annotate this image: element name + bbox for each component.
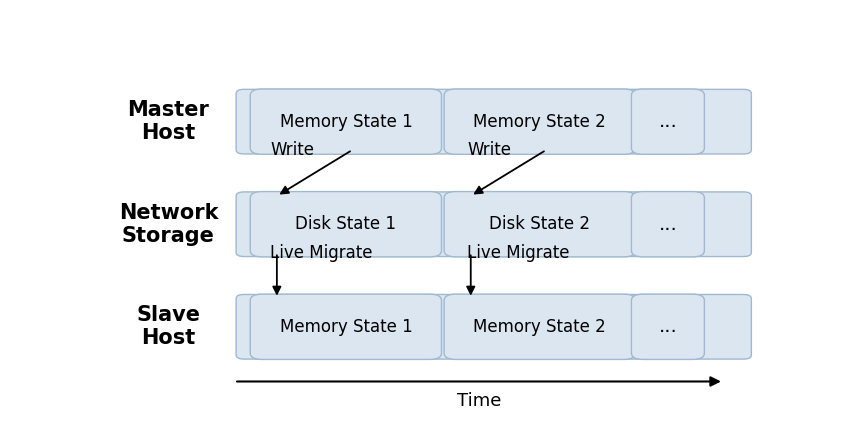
- Text: ...: ...: [659, 112, 678, 131]
- Text: ...: ...: [659, 317, 678, 336]
- FancyBboxPatch shape: [444, 191, 635, 257]
- Text: Live Migrate: Live Migrate: [271, 244, 373, 262]
- Text: Memory State 2: Memory State 2: [473, 113, 606, 131]
- FancyBboxPatch shape: [250, 294, 442, 360]
- Text: Disk State 1: Disk State 1: [295, 215, 396, 233]
- FancyBboxPatch shape: [444, 294, 635, 360]
- Text: Write: Write: [467, 141, 511, 159]
- FancyBboxPatch shape: [236, 89, 751, 154]
- FancyBboxPatch shape: [236, 192, 751, 257]
- Text: Master
Host: Master Host: [127, 100, 209, 143]
- FancyBboxPatch shape: [632, 294, 705, 360]
- Text: Memory State 1: Memory State 1: [280, 318, 412, 336]
- Text: Live Migrate: Live Migrate: [467, 244, 570, 262]
- Text: Time: Time: [457, 392, 501, 410]
- FancyBboxPatch shape: [250, 191, 442, 257]
- Text: Memory State 2: Memory State 2: [473, 318, 606, 336]
- FancyBboxPatch shape: [236, 294, 751, 359]
- FancyBboxPatch shape: [250, 89, 442, 155]
- Text: Slave
Host: Slave Host: [137, 305, 200, 349]
- Text: Memory State 1: Memory State 1: [280, 113, 412, 131]
- Text: Disk State 2: Disk State 2: [489, 215, 590, 233]
- Text: Network
Storage: Network Storage: [119, 202, 218, 246]
- FancyBboxPatch shape: [632, 191, 705, 257]
- Text: Write: Write: [271, 141, 315, 159]
- FancyBboxPatch shape: [632, 89, 705, 155]
- Text: ...: ...: [659, 215, 678, 234]
- FancyBboxPatch shape: [444, 89, 635, 155]
